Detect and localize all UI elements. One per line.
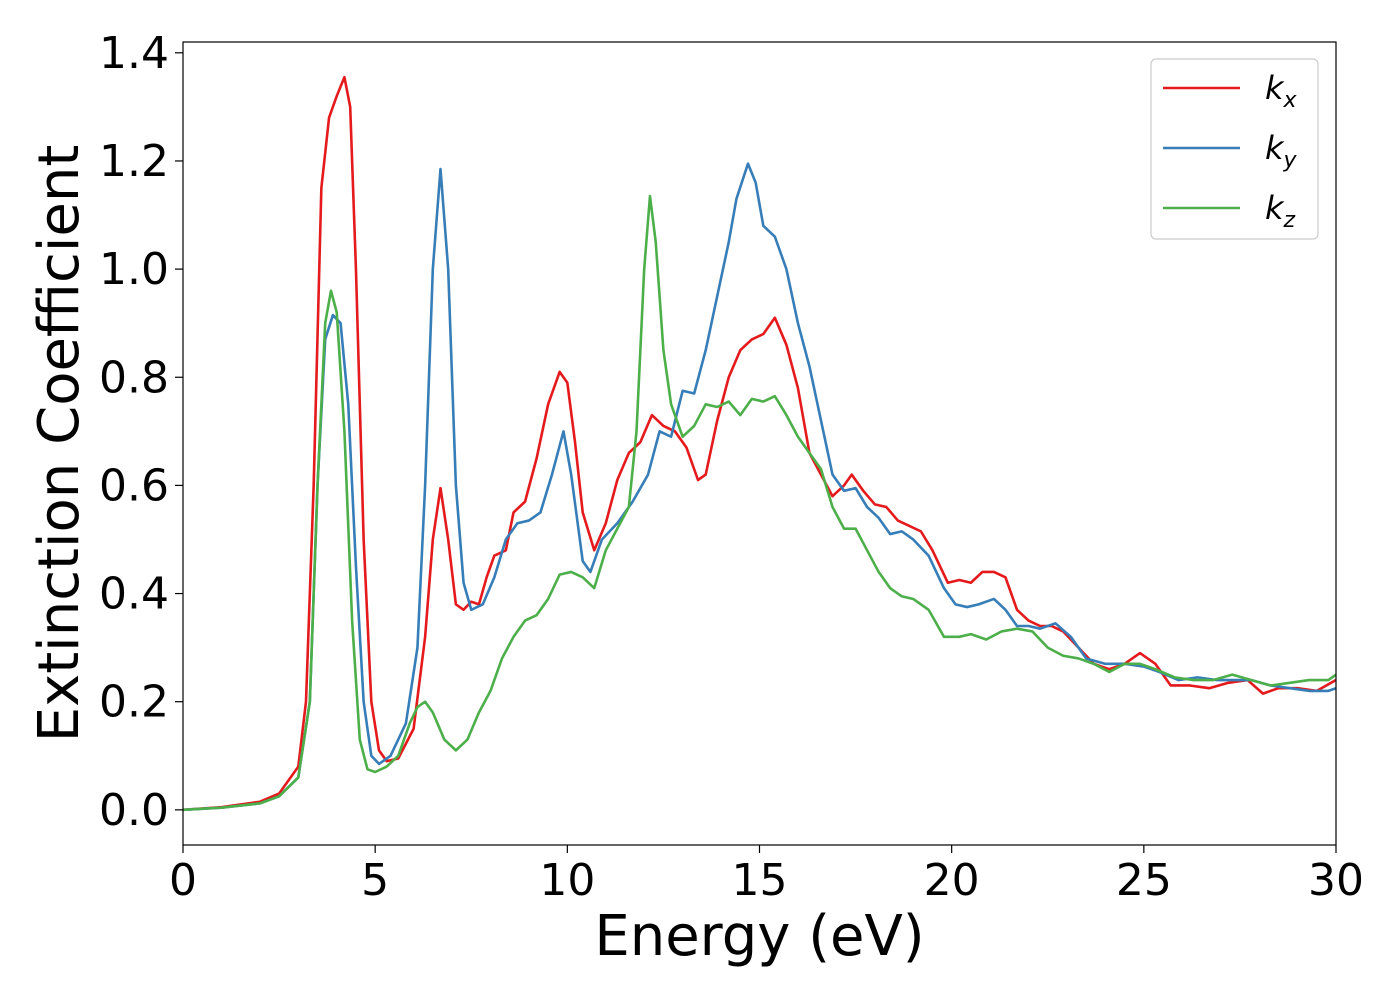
x-tick-label: 25 [1116,855,1172,906]
x-tick-label: 20 [924,855,980,906]
series-line-ky [183,162,1336,812]
x-tick-label: 15 [732,855,788,906]
y-tick-label: 1.2 [99,136,169,187]
x-tick-label: 30 [1308,855,1364,906]
x-tick-label: 5 [361,855,389,906]
series-line-kz [183,194,1336,812]
y-tick-label: 0.0 [99,785,169,836]
x-axis: 0 5 10 15 20 25 30 [169,845,1364,906]
y-tick-label: 1.0 [99,244,169,295]
y-tick-label: 0.6 [99,460,169,511]
x-tick-label: 0 [169,855,197,906]
y-tick-label: 0.4 [99,569,169,620]
y-axis-title: Extinction Coefficient [27,145,92,743]
x-axis-title: Energy (eV) [594,904,924,969]
y-tick-label: 0.8 [99,352,169,403]
y-tick-label: 0.2 [99,677,169,728]
x-tick-label: 10 [539,855,595,906]
y-axis: 0.0 0.2 0.4 0.6 0.8 1.0 1.2 1.4 [99,28,183,836]
y-tick-label: 1.4 [99,28,169,79]
